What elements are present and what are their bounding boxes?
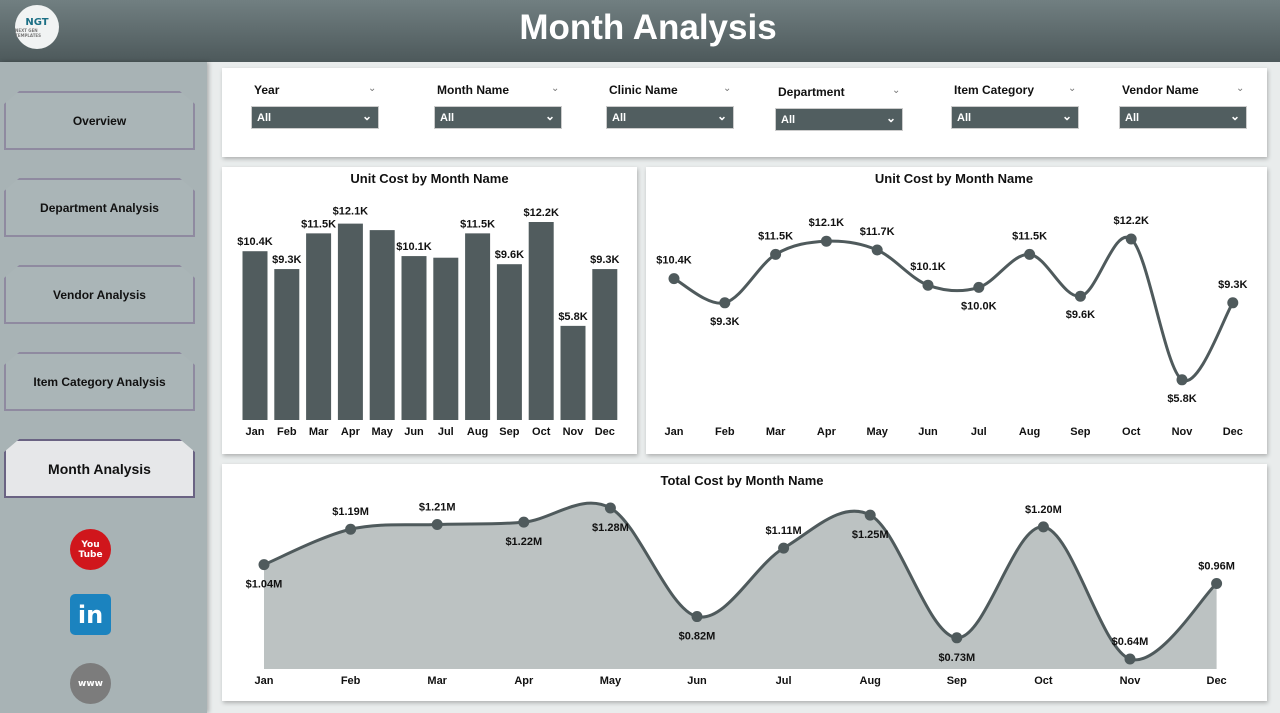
filter-dropdown[interactable]: All ⌄ xyxy=(1119,106,1247,129)
chevron-down-icon: ⌄ xyxy=(716,109,727,123)
filter-dropdown[interactable]: All ⌄ xyxy=(606,106,734,129)
globe-icon[interactable]: www xyxy=(70,663,111,704)
dropdown-value: All xyxy=(440,112,455,124)
nav-vendor-analysis[interactable]: Vendor Analysis xyxy=(4,265,195,324)
line-chart-card: Unit Cost by Month Name xyxy=(646,167,1267,454)
ngt-logo: NGT NEXT GEN TEMPLATES xyxy=(15,5,59,49)
nav-department-analysis[interactable]: Department Analysis xyxy=(4,178,195,237)
chevron-down-icon[interactable]: ⌄ xyxy=(1236,83,1245,94)
logo-text: NGT xyxy=(25,16,49,28)
youtube-icon[interactable]: You Tube xyxy=(70,529,111,570)
chevron-down-icon: ⌄ xyxy=(885,111,896,125)
linkedin-icon[interactable]: in xyxy=(70,594,111,635)
filter-label: Year xyxy=(254,83,280,97)
filter-dropdown[interactable]: All ⌄ xyxy=(251,106,379,129)
chevron-down-icon[interactable]: ⌄ xyxy=(551,83,560,94)
dropdown-value: All xyxy=(257,112,272,124)
chevron-down-icon[interactable]: ⌄ xyxy=(723,83,732,94)
line-chart-title: Unit Cost by Month Name xyxy=(874,171,1034,186)
filter-label: Item Category xyxy=(954,83,1035,97)
nav-month-analysis[interactable]: Month Analysis xyxy=(4,439,195,498)
dropdown-value: All xyxy=(781,114,796,126)
filter-dropdown[interactable]: All ⌄ xyxy=(951,106,1079,129)
chevron-down-icon: ⌄ xyxy=(1061,109,1072,123)
filter-panel: Year ⌄ All ⌄ Month Name ⌄ All ⌄ Clinic Name … xyxy=(222,68,1267,157)
header-bar: NGT NEXT GEN TEMPLATES Month Analysis xyxy=(0,0,1280,62)
area-chart-title: Total Cost by Month Name xyxy=(660,473,824,488)
nav-overview[interactable]: Overview xyxy=(4,91,195,150)
chevron-down-icon: ⌄ xyxy=(544,109,555,123)
bar-chart-title: Unit Cost by Month Name xyxy=(350,171,509,186)
dropdown-value: All xyxy=(1125,112,1140,124)
filter-label: Vendor Name xyxy=(1122,83,1199,97)
chevron-down-icon[interactable]: ⌄ xyxy=(892,85,901,96)
logo-subtext: NEXT GEN TEMPLATES xyxy=(15,27,42,38)
nav-item-category-analysis[interactable]: Item Category Analysis xyxy=(4,352,195,411)
chevron-down-icon: ⌄ xyxy=(361,109,372,123)
dropdown-value: All xyxy=(957,112,972,124)
filter-dropdown[interactable]: All ⌄ xyxy=(434,106,562,129)
filter-dropdown[interactable]: All ⌄ xyxy=(775,108,903,131)
chevron-down-icon[interactable]: ⌄ xyxy=(368,83,377,94)
chevron-down-icon[interactable]: ⌄ xyxy=(1068,83,1077,94)
sidebar: Overview Department Analysis Vendor Anal… xyxy=(0,62,207,713)
filter-label: Department xyxy=(778,85,845,99)
dropdown-value: All xyxy=(612,112,627,124)
bar-chart-card: Unit Cost by Month Name xyxy=(222,167,637,454)
filter-label: Clinic Name xyxy=(609,83,678,97)
page-title: Month Analysis xyxy=(519,8,777,47)
chevron-down-icon: ⌄ xyxy=(1229,109,1240,123)
filter-label: Month Name xyxy=(437,83,509,97)
area-chart-card: Total Cost by Month Name xyxy=(222,464,1267,701)
